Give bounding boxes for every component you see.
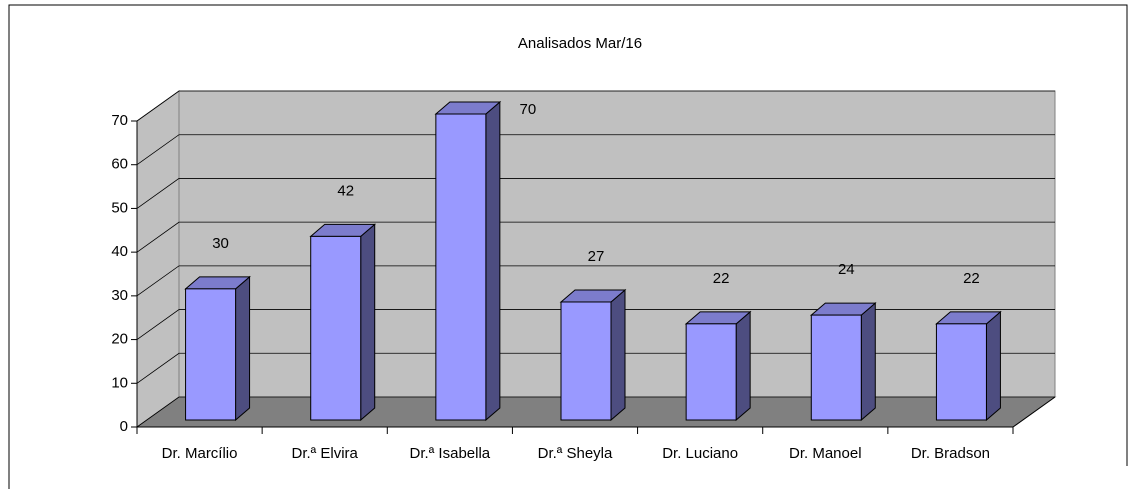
bar [935,323,987,421]
bar [810,314,862,421]
y-tick-label: 50 [111,199,128,216]
y-tick-label: 20 [111,331,128,348]
bar [435,113,487,421]
value-label: 30 [212,235,229,252]
bar-side [860,301,876,422]
y-tick-label: 10 [111,374,128,391]
grid-line [136,396,1055,428]
x-tick-label: Dr. Luciano [662,445,738,462]
y-tick-label: 30 [111,287,128,304]
bar-side [985,310,1001,422]
bar-side [360,223,376,422]
chart-title: Analisados Mar/16 [518,35,642,52]
grid-line [136,309,1055,340]
bar [685,323,737,421]
value-label: 42 [337,182,354,199]
y-tick-label: 70 [111,112,128,129]
grid-line [136,352,1055,384]
grid-line [136,265,1055,297]
grid-line [136,90,1055,122]
value-label: 70 [520,101,537,118]
value-label: 24 [838,261,855,278]
value-label: 27 [588,248,605,265]
bar-side [485,100,501,422]
chart-border [8,4,1128,489]
x-tick-label: Dr.ª Isabella [410,445,491,462]
grid-line [136,134,1055,166]
x-tick-label: Dr.ª Elvira [292,445,359,462]
y-tick-label: 60 [111,156,128,173]
bar [185,288,237,421]
side-wall [136,90,180,428]
x-tick-label: Dr. Manoel [789,445,862,462]
bar-side [610,288,626,422]
y-tick-label: 0 [120,418,128,435]
x-tick-label: Dr. Bradson [911,445,990,462]
bar [560,301,612,421]
y-tick-label: 40 [111,243,128,260]
bar-side [235,275,251,422]
value-label: 22 [713,270,730,287]
grid-line [136,221,1055,253]
value-label: 22 [963,270,980,287]
bar [310,235,362,421]
x-tick-label: Dr.ª Sheyla [538,445,613,462]
grid-line [136,178,1055,209]
x-tick-label: Dr. Marcílio [162,445,238,462]
bar-side [735,310,751,422]
x-axis-depth [1012,396,1056,428]
